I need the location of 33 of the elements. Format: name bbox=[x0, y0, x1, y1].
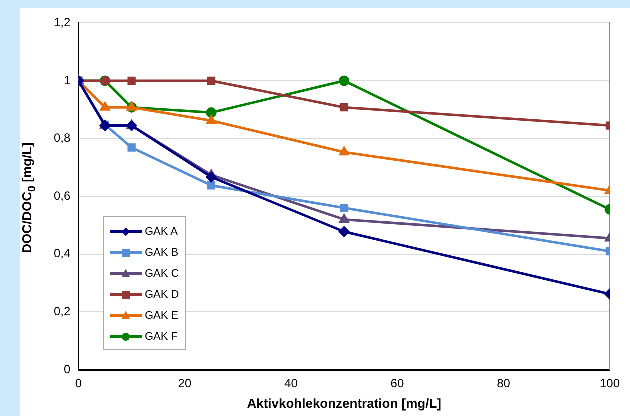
x-tick-label: 40 bbox=[284, 376, 298, 391]
legend-label: GAK E bbox=[145, 310, 179, 322]
x-axis-title: Aktivkohlekonzentration [mg/L] bbox=[247, 396, 442, 411]
point bbox=[339, 76, 350, 86]
y-tick-label: 0,2 bbox=[54, 304, 71, 319]
legend-label: GAK F bbox=[145, 330, 178, 342]
point bbox=[207, 76, 216, 86]
x-tick-label: 20 bbox=[178, 376, 192, 391]
point bbox=[340, 147, 350, 156]
y-tick-label: 1 bbox=[64, 73, 71, 88]
y-tick-label: 0 bbox=[64, 362, 71, 376]
x-tick-label: 60 bbox=[390, 376, 404, 391]
x-tick-label: 100 bbox=[600, 376, 620, 391]
point bbox=[340, 204, 348, 212]
point bbox=[128, 144, 136, 152]
y-tick-label: 1,2 bbox=[54, 16, 71, 30]
point bbox=[206, 172, 217, 182]
y-tick-label: 0,6 bbox=[54, 188, 71, 203]
x-tick-label: 0 bbox=[75, 376, 82, 391]
point bbox=[206, 108, 217, 118]
point bbox=[206, 116, 216, 124]
legend-label: GAK C bbox=[145, 268, 180, 280]
point bbox=[128, 76, 136, 86]
y-tick-label: 0,8 bbox=[54, 131, 71, 146]
y-tick-label: 0,4 bbox=[54, 246, 71, 261]
legend-label: GAK B bbox=[145, 246, 179, 258]
point bbox=[207, 182, 216, 190]
legend-label: GAK A bbox=[145, 226, 178, 238]
x-tick-label: 80 bbox=[497, 376, 511, 391]
point bbox=[340, 104, 348, 112]
point bbox=[100, 102, 110, 111]
legend-label: GAK D bbox=[145, 288, 180, 300]
point bbox=[339, 226, 350, 238]
